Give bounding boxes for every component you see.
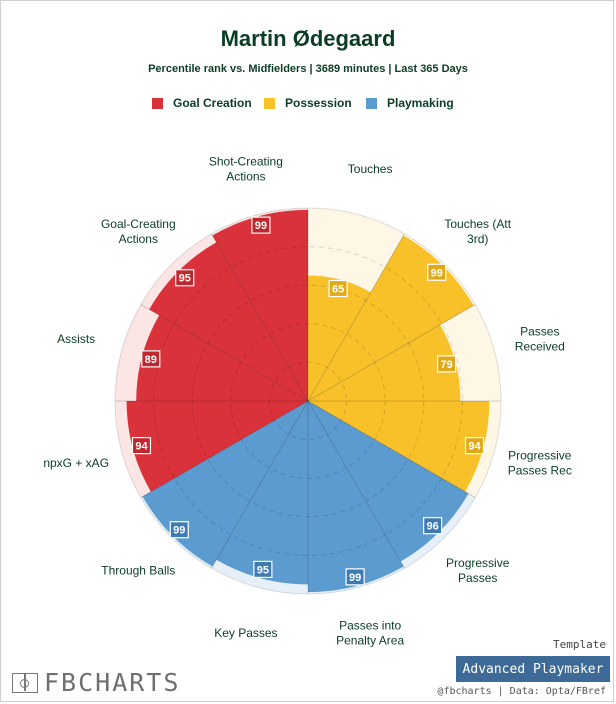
bar-key-passes (216, 401, 308, 585)
value-label-assists: 89 (145, 354, 157, 366)
value-label-key-passes: 95 (257, 564, 269, 576)
fbcharts-logo: FBCHARTS (12, 668, 180, 697)
template-name-badge: Advanced Playmaker (456, 656, 610, 682)
value-label-through-balls: 99 (173, 525, 185, 537)
bar-touches (308, 275, 371, 401)
category-label-touches-att-3rd: Touches (Att 3rd) (444, 217, 511, 246)
value-badge-through-balls (169, 521, 189, 539)
category-label-npxg-xag: npxG + xAG (43, 456, 109, 470)
grid-ring-4 (153, 246, 463, 556)
spoke-5 (307, 400, 476, 498)
value-label-npxg-xag: 94 (135, 441, 148, 453)
spoke-12 (211, 233, 309, 402)
chart-title: Martin Ødegaard (220, 26, 396, 51)
category-label-passes-received: Passes Received (515, 324, 565, 353)
category-label-progressive-passes: Progressive Passes (446, 556, 510, 585)
legend-swatch-playmaking (366, 97, 377, 109)
value-label-passes-received: 79 (440, 359, 452, 371)
grid-ring-3 (191, 284, 425, 518)
chart-subtitle: Percentile rank vs. Midfielders | 3689 m… (148, 63, 468, 75)
value-badge-passes-into-penalty-area (345, 568, 365, 586)
template-label: Template (553, 638, 606, 651)
legend-item-playmaking: Playmaking (366, 96, 454, 110)
value-badge-assists (141, 350, 161, 368)
category-label-through-balls: Through Balls (101, 564, 175, 578)
pitch-icon (12, 672, 38, 693)
bar-npxg-xag (126, 401, 308, 492)
grid-ring-2 (230, 323, 386, 479)
legend-label-goal-creation: Goal Creation (173, 96, 252, 110)
legend-label-playmaking: Playmaking (387, 96, 454, 110)
legend-swatch-possession (264, 97, 275, 109)
brand-text: FBCHARTS (44, 668, 181, 697)
value-badge-goal-creating-actions (175, 269, 195, 287)
bar-shot-creating-actions (212, 209, 308, 401)
bar-progressive-passes-rec (308, 401, 490, 492)
value-badge-touches-att-3rd (427, 263, 447, 281)
value-badge-touches (328, 279, 348, 298)
value-label-touches: 65 (332, 284, 344, 296)
value-label-progressive-passes-rec: 94 (468, 441, 481, 453)
category-label-shot-creating-actions: Shot-Creating Actions (209, 155, 283, 184)
category-label-assists: Assists (57, 332, 95, 346)
legend-swatch-goal-creation (152, 97, 163, 109)
value-badge-progressive-passes (423, 517, 443, 535)
category-label-passes-into-penalty-area: Passes into Penalty Area (336, 618, 404, 647)
value-label-progressive-passes: 96 (427, 521, 439, 533)
grid-ring-1 (268, 361, 348, 441)
bar-passes-received (308, 324, 461, 401)
value-badge-passes-received (436, 355, 457, 373)
bar-passes-into-penalty-area (308, 401, 404, 593)
legend-item-possession: Possession (264, 96, 352, 110)
category-label-key-passes: Key Passes (214, 626, 277, 640)
spoke-11 (140, 304, 309, 402)
category-label-progressive-passes-rec: Progressive Passes Rec (508, 449, 572, 478)
value-label-touches-att-3rd: 99 (431, 267, 443, 279)
value-badge-npxg-xag (131, 437, 152, 455)
spoke-3 (307, 304, 476, 402)
value-label-goal-creating-actions: 95 (179, 273, 191, 285)
value-label-passes-into-penalty-area: 99 (349, 572, 361, 584)
spoke-9 (140, 400, 309, 498)
value-badge-shot-creating-actions (251, 216, 271, 234)
category-label-touches: Touches (348, 162, 393, 176)
legend-item-goal-creation: Goal Creation (152, 96, 252, 110)
value-badge-key-passes (253, 560, 273, 579)
legend-label-possession: Possession (285, 96, 352, 110)
spoke-6 (307, 400, 405, 569)
grid-ring-outer (114, 207, 502, 595)
spoke-8 (211, 400, 309, 569)
spoke-2 (307, 233, 405, 402)
value-label-shot-creating-actions: 99 (255, 220, 267, 232)
value-badge-progressive-passes-rec (464, 437, 485, 455)
bar-assists (136, 315, 308, 401)
data-credit: @fbcharts | Data: Opta/FBref (437, 686, 606, 697)
category-label-goal-creating-actions: Goal-Creating Actions (101, 217, 176, 246)
